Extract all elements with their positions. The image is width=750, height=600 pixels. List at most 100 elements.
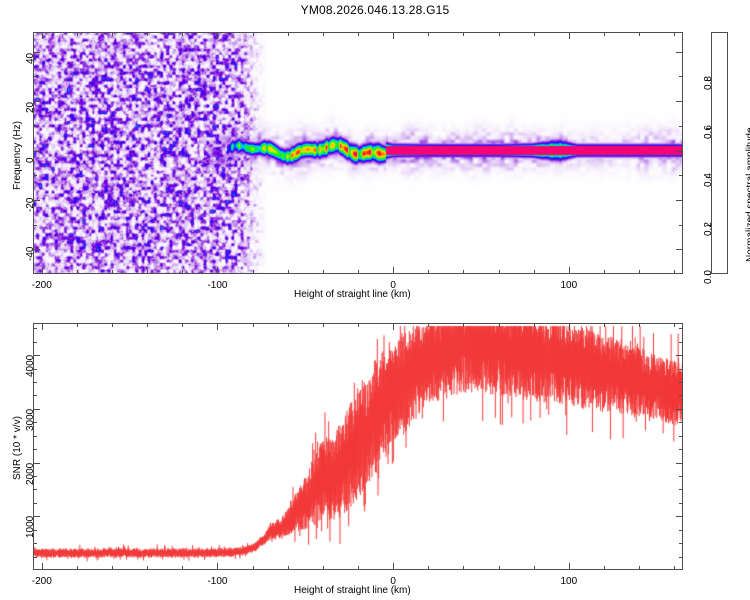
colorbar-tick-label: 0.0 [703,270,714,284]
snr-xtick-top [533,323,535,327]
snr-xtick-top [41,323,43,330]
snr-xtick-top [428,323,430,327]
spectrogram-yaxis-label: Frequency (Hz) [12,121,23,190]
spectrogram-xtick-top [147,32,149,36]
spectrogram-xtick [41,267,43,274]
snr-ytick [33,355,40,357]
snr-ytick [33,435,37,437]
snr-ytick [33,341,37,343]
spectrogram-xtick [533,270,535,274]
spectrogram-ytick-right [676,249,683,251]
colorbar-tick [706,176,711,178]
spectrogram-xtick-top [112,32,114,36]
spectrogram-xtick-top [674,32,676,36]
snr-ytick-right [679,382,683,384]
spectrogram-xtick-top [252,32,254,36]
colorbar-tick [706,225,711,227]
spectrogram-xtick-top [463,32,465,36]
spectrogram-xtick [428,270,430,274]
snr-xtick [287,566,289,570]
snr-xtick [393,563,395,570]
snr-xtick-top [182,323,184,327]
spectrogram-ytick [33,199,40,201]
snr-ytick [33,489,37,491]
spectrogram-ytick-right [676,51,683,53]
snr-xtick [428,566,430,570]
snr-xtick [322,566,324,570]
spectrogram-xtick-top [568,32,570,39]
snr-xtick-top [358,323,359,327]
spectrogram-ytick-right [676,101,683,103]
snr-xtick [252,566,254,570]
snr-xtick-top [147,323,149,327]
colorbar-label: Normalized spectral amplitude [745,127,750,262]
spectrogram-ytick-right [676,199,683,201]
spectrogram-xtick-top [322,32,324,36]
page-title: YM08.2026.046.13.28.G15 [300,3,450,17]
snr-xtick [674,566,676,570]
snr-xtick-top [217,323,219,330]
snr-xaxis-label: Height of straight line (km) [294,585,411,596]
snr-ytick [33,462,40,464]
spectrogram-ytick [33,249,40,251]
snr-xtick-top [393,323,395,330]
spectrogram-xtick [358,270,359,274]
snr-xtick-top [639,323,641,327]
spectrogram-xtick [252,270,254,274]
spectrogram-xtick-top [41,32,43,39]
spectrogram-ytick-right [679,175,683,177]
snr-xtick-top [674,323,676,327]
spectrogram-ytick-label: 20 [25,102,36,114]
spectrogram-xtick [568,267,570,274]
snr-xtick-label: -100 [207,576,228,587]
snr-ytick-right [676,355,683,357]
colorbar-tick-label: 0.2 [703,221,714,236]
snr-xtick [76,566,78,570]
spectrogram-ytick [33,175,37,177]
spectrogram-xtick [498,270,500,274]
spectrogram-xtick-top [358,32,359,36]
spectrogram-xtick-label: 0 [390,280,396,291]
snr-ytick-label: 2000 [25,462,36,485]
spectrogram-ytick-label: 0 [25,156,36,163]
snr-xtick [568,563,570,570]
snr-xtick [533,566,535,570]
spectrogram-xtick [393,267,395,274]
snr-xtick-top [463,323,465,327]
snr-xtick [463,566,465,570]
spectrogram-xtick [147,270,149,274]
snr-xtick-top [498,323,500,327]
spectrogram-xtick-label: -100 [207,280,228,291]
colorbar-tick [706,128,711,130]
spectrogram-ytick-label: -20 [25,197,36,212]
spectrogram-xtick-top [428,32,430,36]
spectrogram-xtick [463,270,465,274]
snr-ytick [33,543,37,545]
spectrogram-ytick-right [676,150,683,152]
snr-canvas [34,324,682,569]
snr-ytick-right [679,529,683,531]
snr-ytick [33,328,37,330]
snr-xtick [182,566,184,570]
spectrogram-xtick [603,270,605,274]
snr-ytick-label: 3000 [25,408,36,431]
snr-ytick-label: 1000 [25,516,36,539]
spectrogram-xtick-top [393,32,395,39]
spectrogram-xaxis-label: Height of straight line (km) [294,289,411,300]
spectrogram-plot-area [33,32,683,274]
spectrogram-xtick-top [639,32,641,36]
snr-xtick-top [252,323,254,327]
spectrogram-ytick-right [679,224,683,226]
snr-ytick [33,408,40,410]
spectrogram-xtick-top [603,32,605,36]
snr-ytick-right [679,435,683,437]
spectrogram-ytick [33,150,40,152]
spectrogram-ytick-label: 40 [25,52,36,64]
spectrogram-ytick-label: -40 [25,246,36,262]
snr-ytick-right [679,556,683,558]
snr-ytick [33,449,37,451]
snr-xtick [603,566,605,570]
snr-xtick [358,566,359,570]
spectrogram-xtick [76,270,78,274]
